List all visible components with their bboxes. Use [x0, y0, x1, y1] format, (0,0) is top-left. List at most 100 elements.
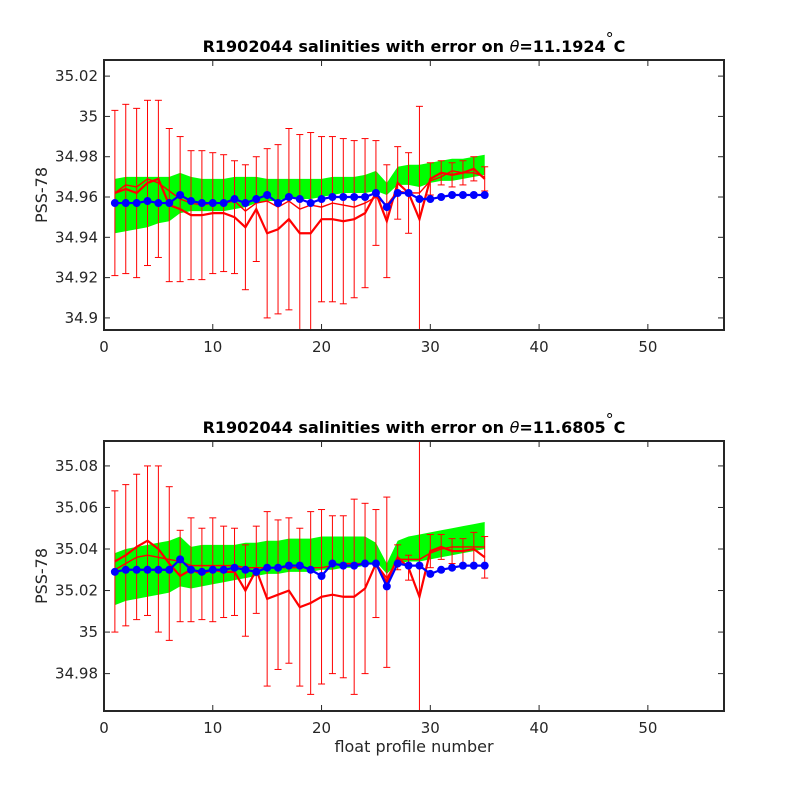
calibrated-point [219, 565, 228, 574]
calibrated-point [110, 567, 119, 576]
calibrated-point [230, 563, 239, 572]
x-tick-label: 0 [99, 338, 109, 356]
bottom-chart-title: R1902044 salinities with error on θ=11.6… [203, 410, 626, 437]
x-tick-label: 40 [530, 338, 549, 356]
calibrated-point [187, 565, 196, 574]
calibrated-point [110, 199, 119, 208]
x-tick-label: 20 [312, 338, 331, 356]
calibrated-point [230, 195, 239, 204]
calibrated-point [448, 191, 457, 199]
calibrated-point [241, 565, 250, 574]
calibrated-point [274, 563, 283, 572]
top-chart-data [110, 99, 489, 330]
calibrated-point [448, 563, 457, 572]
y-tick-label: 35.02 [55, 582, 98, 600]
y-tick-label: 34.9 [65, 309, 98, 327]
calibrated-point [295, 561, 304, 570]
calibrated-point [208, 565, 217, 574]
calibrated-point [219, 199, 228, 208]
calibrated-point [121, 565, 130, 574]
float-error-line [114, 539, 486, 609]
calibrated-point [143, 197, 152, 206]
calibrated-point [480, 561, 489, 570]
calibrated-point [458, 191, 467, 199]
x-tick-label: 40 [530, 719, 549, 737]
top-chart: R1902044 salinities with error on θ=11.1… [32, 29, 725, 356]
float-error-line [114, 167, 486, 235]
top-chart-ticks: 0 10 20 30 40 50 34.9 34.92 34.94 34.96 34.98 35 35.… [55, 60, 724, 356]
y-tick-label: 35 [79, 107, 98, 125]
calibrated-point [317, 572, 326, 580]
x-tick-label: 0 [99, 719, 109, 737]
y-tick-label: 35.08 [55, 457, 98, 475]
calibrated-point [197, 199, 206, 208]
top-chart-frame [103, 59, 725, 331]
calibrated-point [176, 555, 185, 564]
calibrated-point [121, 199, 130, 208]
y-tick-label: 34.98 [55, 148, 98, 166]
bottom-chart-xlabel: float profile number [334, 737, 494, 756]
calibrated-point [241, 199, 250, 208]
x-tick-label: 30 [421, 719, 440, 737]
y-tick-label: 34.92 [55, 269, 98, 287]
top-chart-ylabel: PSS-78 [32, 167, 51, 223]
calibrated-point [284, 561, 293, 570]
error-bar [111, 490, 119, 633]
calibrated-point [393, 188, 402, 197]
calibrated-point [274, 199, 283, 208]
x-tick-label: 30 [421, 338, 440, 356]
x-tick-label: 50 [638, 719, 657, 737]
y-tick-label: 34.98 [55, 665, 98, 683]
calibrated-point [284, 193, 293, 202]
calibrated-point [382, 203, 391, 212]
calibrated-point [328, 193, 337, 202]
calibrated-point [165, 565, 174, 574]
calibrated-point [317, 195, 326, 204]
bottom-chart-ylabel: PSS-78 [32, 548, 51, 604]
y-tick-label: 35.02 [55, 67, 98, 85]
error-bar [111, 109, 119, 277]
calibrated-point [480, 191, 489, 199]
calibrated-point [252, 195, 261, 204]
calibrated-point [469, 561, 478, 570]
x-tick-label: 10 [203, 338, 222, 356]
calibrated-point [469, 191, 478, 199]
calibrated-point [458, 561, 467, 570]
calibrated-point [361, 193, 370, 202]
calibrated-point [393, 559, 402, 568]
y-tick-label: 35.06 [55, 498, 98, 516]
bottom-chart: R1902044 salinities with error on θ=11.6… [32, 410, 725, 756]
calibrated-point [371, 188, 380, 197]
calibrated-point [263, 191, 272, 199]
calibrated-point [426, 569, 435, 578]
calibrated-point [426, 195, 435, 204]
calibrated-point [437, 565, 446, 574]
calibrated-point [415, 195, 424, 204]
calibrated-point [339, 193, 348, 202]
bottom-chart-frame [103, 440, 725, 712]
y-tick-label: 34.96 [55, 188, 98, 206]
bottom-chart-ticks: 0 10 20 30 40 50 34.98 35 35.02 35.04 35.06 35.08 [55, 441, 724, 737]
calibrated-point [197, 567, 206, 576]
calibrated-point [252, 567, 261, 576]
calibrated-point [339, 561, 348, 570]
calibrated-point [295, 195, 304, 204]
calibrated-point [415, 561, 424, 570]
x-tick-label: 10 [203, 719, 222, 737]
calibrated-point [382, 582, 391, 591]
calibrated-point [350, 561, 359, 570]
calibrated-point [328, 559, 337, 568]
calibrated-point [404, 561, 413, 570]
y-tick-label: 35 [79, 623, 98, 641]
calibrated-point [165, 199, 174, 208]
x-tick-label: 20 [312, 719, 331, 737]
bottom-chart-data [110, 441, 489, 711]
y-tick-label: 34.94 [55, 228, 98, 246]
calibrated-point [176, 191, 185, 199]
calibrated-point [143, 565, 152, 574]
calibrated-point [350, 193, 359, 202]
calibrated-point [154, 565, 163, 574]
calibrated-point [263, 563, 272, 572]
calibrated-point [132, 199, 141, 208]
